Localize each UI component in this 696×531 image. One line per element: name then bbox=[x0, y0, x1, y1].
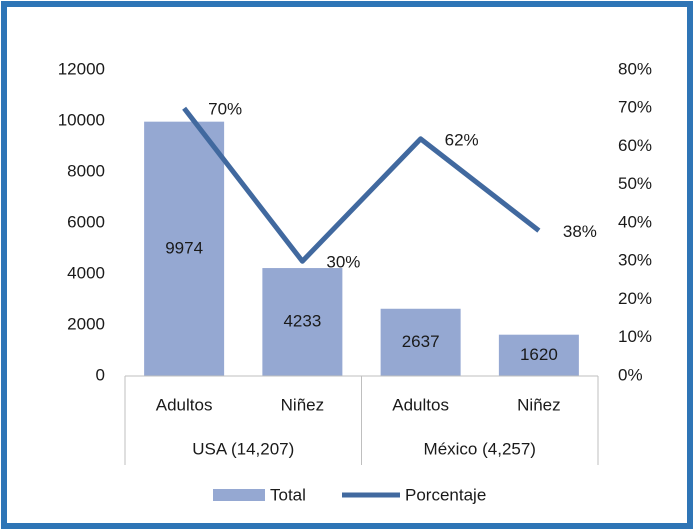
x-group-label: USA (14,207) bbox=[192, 439, 294, 458]
y2-tick-label: 80% bbox=[618, 59, 652, 78]
bar bbox=[144, 121, 225, 377]
x-tick-label: Niñez bbox=[281, 395, 324, 414]
line-value-label: 30% bbox=[326, 253, 360, 272]
y2-tick-label: 30% bbox=[618, 251, 652, 270]
y-tick-label: 4000 bbox=[67, 263, 105, 282]
line-value-label: 38% bbox=[563, 222, 597, 241]
x-tick-label: Adultos bbox=[156, 395, 213, 414]
bar bbox=[380, 308, 461, 376]
bar-value-label: 9974 bbox=[165, 238, 203, 257]
y-tick-label: 10000 bbox=[58, 110, 105, 129]
y-tick-label: 0 bbox=[96, 365, 105, 384]
y-tick-label: 8000 bbox=[67, 161, 105, 180]
legend-label: Total bbox=[270, 485, 306, 504]
line-value-label: 70% bbox=[208, 100, 242, 119]
y-tick-label: 6000 bbox=[67, 212, 105, 231]
bar-value-label: 1620 bbox=[520, 345, 558, 364]
legend-swatch bbox=[213, 489, 265, 501]
y-tick-label: 2000 bbox=[67, 314, 105, 333]
y2-tick-label: 10% bbox=[618, 327, 652, 346]
bar bbox=[498, 334, 579, 376]
y2-tick-label: 70% bbox=[618, 98, 652, 117]
line-series bbox=[182, 106, 541, 264]
bar-value-label: 2637 bbox=[402, 332, 440, 351]
y2-tick-label: 20% bbox=[618, 289, 652, 308]
legend-label: Porcentaje bbox=[405, 485, 486, 504]
y-tick-label: 12000 bbox=[58, 59, 105, 78]
y2-tick-label: 60% bbox=[618, 136, 652, 155]
bar-value-label: 4233 bbox=[283, 312, 321, 331]
x-group-label: México (4,257) bbox=[424, 439, 536, 458]
bar bbox=[262, 268, 343, 376]
y2-tick-label: 0% bbox=[618, 365, 643, 384]
x-tick-label: Adultos bbox=[392, 395, 449, 414]
y2-tick-label: 40% bbox=[618, 212, 652, 231]
y2-tick-label: 50% bbox=[618, 174, 652, 193]
x-tick-label: Niñez bbox=[517, 395, 560, 414]
line-value-label: 62% bbox=[445, 130, 479, 149]
